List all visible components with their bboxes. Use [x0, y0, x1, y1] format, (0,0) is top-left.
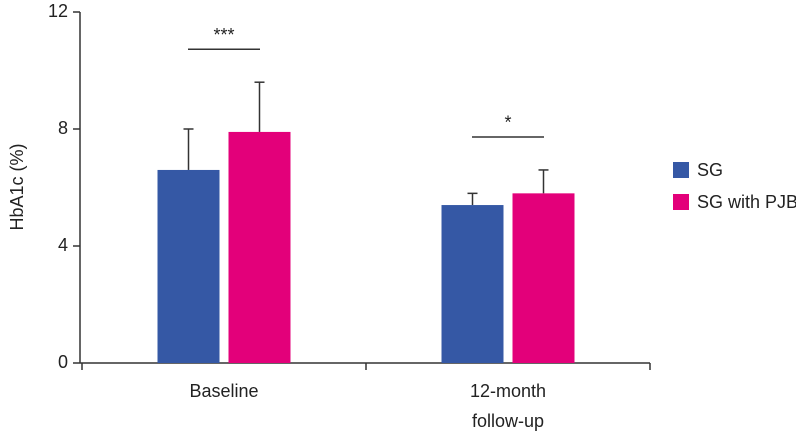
significance-label: ***	[213, 25, 234, 45]
y-tick-label: 12	[48, 1, 68, 21]
legend-swatch	[673, 162, 689, 178]
significance-label: *	[504, 113, 511, 133]
x-tick-label: 12-month follow-up	[469, 381, 547, 431]
legend-swatch	[673, 194, 689, 210]
y-axis-label: HbA1c (%)	[7, 143, 27, 230]
legend-label: SG with PJB	[697, 192, 796, 212]
bar	[512, 193, 575, 363]
bar	[441, 205, 504, 363]
y-tick-label: 8	[58, 118, 68, 138]
y-tick-label: 4	[58, 235, 68, 255]
bar	[228, 131, 291, 363]
bar	[157, 169, 220, 363]
legend-label: SG	[697, 160, 723, 180]
x-tick-label: Baseline	[189, 381, 259, 401]
y-tick-label: 0	[58, 352, 68, 372]
